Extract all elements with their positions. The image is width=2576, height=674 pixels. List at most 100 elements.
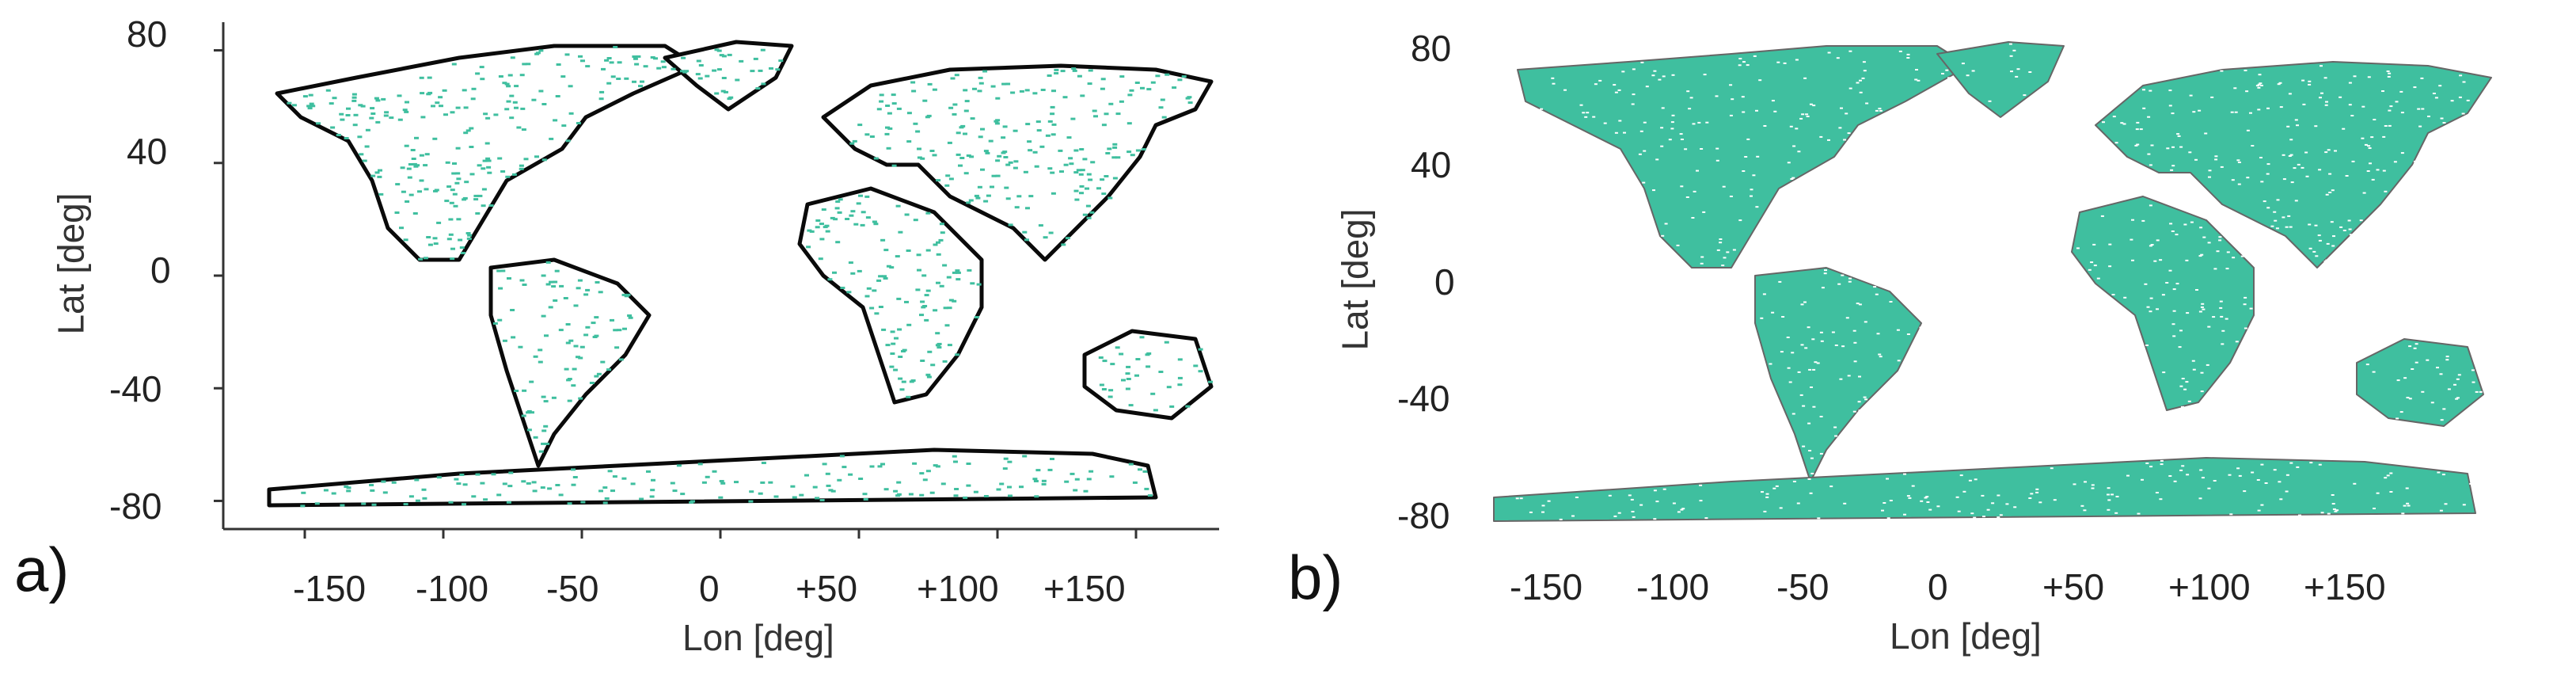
coverage-gap — [2278, 481, 2282, 483]
coverage-gap — [2202, 236, 2206, 238]
coverage-gap — [2297, 163, 2301, 166]
coverage-point — [453, 204, 458, 208]
coverage-gap — [1617, 89, 1621, 91]
coverage-gap — [1686, 90, 1690, 93]
coverage-gap — [1763, 125, 1767, 127]
coverage-gap — [1618, 120, 1622, 122]
coverage-point — [602, 501, 608, 505]
coverage-point — [1048, 231, 1054, 234]
continents — [1493, 41, 2492, 522]
coverage-gap — [2162, 371, 2166, 374]
coverage-gap — [2243, 490, 2247, 493]
coverage-point — [609, 61, 614, 64]
coverage-point — [287, 101, 292, 105]
coverage-gap — [2149, 89, 2152, 92]
coverage-point — [846, 291, 852, 294]
coverage-point — [1065, 237, 1070, 240]
coverage-point — [695, 73, 701, 76]
coverage-point — [1074, 478, 1080, 481]
coverage-point — [454, 478, 459, 481]
coverage-point — [1073, 149, 1079, 152]
coverage-gap — [2165, 282, 2169, 284]
coverage-point — [879, 100, 884, 103]
coverage-gap — [2236, 467, 2240, 470]
coverage-point — [650, 489, 655, 492]
coverage-point — [346, 489, 351, 493]
coverage-point — [1130, 154, 1135, 157]
coverage-point — [670, 482, 675, 485]
y-tick-label: 80 — [1411, 28, 1452, 69]
coverage-point — [986, 194, 991, 197]
coverage-point — [436, 221, 442, 224]
coverage-gap — [2008, 43, 2012, 45]
coverage-gap — [2260, 181, 2264, 183]
coverage-point — [1045, 134, 1051, 137]
coverage-point — [792, 496, 797, 499]
coverage-gap — [2285, 474, 2289, 476]
coverage-gap — [2166, 147, 2170, 150]
coverage-point — [1035, 120, 1041, 124]
coverage-point — [627, 314, 633, 317]
coverage-point — [1028, 195, 1034, 198]
coverage-gap — [2220, 315, 2224, 318]
coverage-point — [497, 318, 503, 322]
axis-ticks — [214, 49, 1138, 539]
coverage-gap — [1789, 125, 1793, 128]
coverage-gap — [2421, 390, 2425, 393]
coverage-point — [920, 300, 925, 303]
coverage-gap — [1875, 293, 1879, 295]
coverage-gap — [2312, 250, 2316, 253]
coverage-gap — [1723, 257, 1727, 259]
coverage-point — [451, 63, 457, 66]
coverage-point — [414, 478, 420, 482]
coverage-gap — [1827, 139, 1830, 141]
coverage-gap — [2359, 219, 2363, 222]
coverage-gap — [2005, 503, 2009, 505]
coverage-point — [419, 76, 424, 79]
coverage-gap — [1679, 133, 1683, 135]
coverage-point — [925, 289, 931, 292]
coverage-gap — [1840, 107, 1843, 109]
coverage-gap — [2285, 490, 2289, 493]
coverage-gap — [1810, 387, 1813, 388]
coverage-gap — [1961, 63, 1965, 65]
coverage-point — [435, 101, 440, 105]
coverage-point — [948, 106, 954, 109]
coverage-point — [1119, 100, 1124, 103]
coverage-gap — [2156, 239, 2160, 242]
coverage-point — [968, 199, 974, 202]
coverage-gap — [2305, 175, 2309, 177]
coverage-gap — [2159, 259, 2163, 261]
coverage-gap — [1741, 96, 1745, 98]
coverage-point — [819, 223, 824, 226]
coverage-point — [837, 478, 842, 482]
coverage-gap — [2107, 493, 2110, 496]
coverage-point — [898, 377, 903, 380]
coverage-gap — [2320, 92, 2323, 94]
coverage-gap — [2462, 504, 2466, 506]
coverage-gap — [1873, 286, 1877, 288]
coverage-gap — [1988, 100, 1992, 102]
coverage-gap — [2234, 111, 2238, 113]
coverage-point — [475, 212, 481, 215]
coverage-gap — [2426, 359, 2430, 361]
coverage-gap — [1810, 457, 1814, 459]
coverage-gap — [1819, 416, 1823, 417]
coverage-gap — [1796, 502, 1800, 505]
coverage-point — [533, 436, 538, 439]
coverage-point — [526, 428, 532, 432]
coverage-point — [506, 501, 511, 504]
coverage-gap — [1792, 481, 1796, 482]
coverage-point — [1087, 82, 1092, 86]
coverage-point — [1062, 96, 1068, 99]
y-tick-label: -80 — [109, 486, 162, 527]
coverage-point — [427, 243, 433, 246]
coverage-point — [449, 201, 454, 204]
coverage-point — [885, 105, 891, 107]
coverage-gap — [1834, 345, 1838, 346]
coverage-gap — [1959, 474, 1963, 477]
coverage-point — [606, 57, 612, 59]
coverage-point — [680, 70, 685, 73]
coverage-point — [1100, 178, 1105, 181]
coverage-point — [839, 455, 845, 458]
